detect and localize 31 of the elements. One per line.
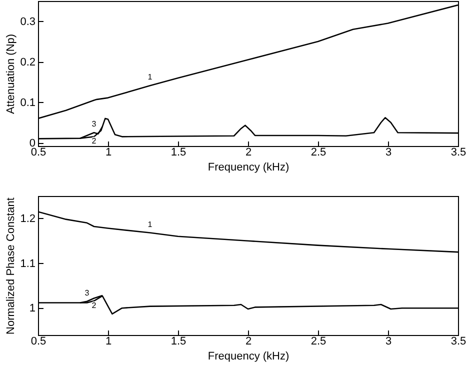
y-tick-label: 0: [29, 137, 36, 150]
annotation: 3: [84, 288, 90, 298]
annotation: 1: [148, 72, 153, 82]
x-axis-title: Frequency (kHz): [208, 162, 290, 174]
annotation: 3: [92, 120, 97, 129]
annotation: 2: [92, 136, 97, 146]
y-tick-label: 1: [29, 302, 36, 315]
x-tick-label: 1: [105, 146, 112, 158]
annotation: 2: [92, 300, 97, 310]
y-axis-title: Attenuation (Np): [5, 34, 18, 114]
x-tick-label: 3: [385, 336, 392, 348]
x-axis-title: Frequency (kHz): [208, 350, 290, 362]
y-tick-label: 1.2: [20, 212, 36, 225]
x-tick-label: 0.5: [30, 146, 46, 158]
x-tick-label: 3.5: [450, 146, 466, 158]
x-tick-label: 1.5: [170, 336, 186, 348]
x-tick-label: 2.5: [310, 146, 326, 158]
y-axis-title: Normalized Phase Constant: [5, 198, 18, 334]
y-tick-label: 0.2: [20, 56, 36, 68]
annotation: 1: [148, 220, 153, 229]
x-tick-label: 3.5: [450, 336, 466, 348]
x-tick-label: 3: [385, 146, 392, 158]
y-tick-label: 0.3: [20, 16, 36, 28]
x-tick-label: 1.5: [170, 146, 186, 158]
x-tick-label: 2.5: [310, 336, 326, 348]
x-tick-label: 2: [245, 146, 252, 158]
x-tick-label: 1: [105, 336, 112, 348]
y-tick-label: 0.1: [20, 96, 36, 109]
x-tick-label: 2: [245, 336, 252, 348]
y-tick-label: 1.1: [20, 258, 36, 270]
x-tick-label: 0.5: [30, 336, 46, 348]
